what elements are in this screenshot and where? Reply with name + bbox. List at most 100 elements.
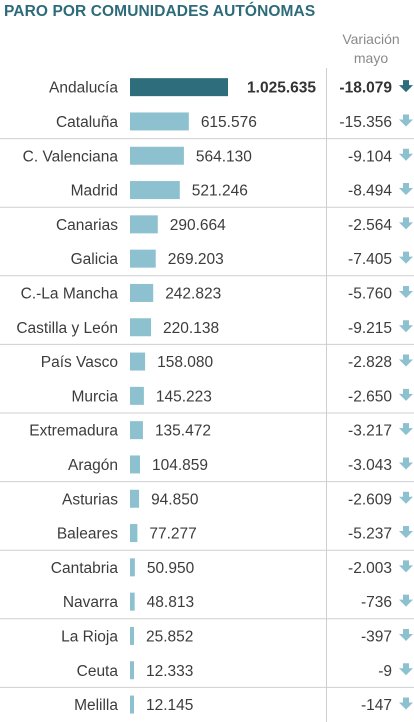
down-arrow-icon bbox=[399, 697, 413, 710]
bar bbox=[130, 318, 152, 337]
variation-label: -9.104 bbox=[348, 148, 392, 165]
value-label: 25.852 bbox=[146, 628, 193, 645]
variation-label: -3.217 bbox=[348, 423, 392, 440]
bar bbox=[130, 352, 146, 371]
category-label: C.-La Mancha bbox=[21, 285, 119, 302]
bar bbox=[130, 215, 158, 234]
down-arrow-icon bbox=[399, 457, 413, 470]
down-arrow-icon bbox=[399, 663, 413, 676]
value-label: 135.472 bbox=[155, 423, 211, 440]
value-label: 12.145 bbox=[146, 697, 193, 714]
value-label: 290.664 bbox=[170, 217, 226, 234]
variation-label: -18.079 bbox=[339, 80, 392, 97]
variation-label: -2.609 bbox=[348, 491, 392, 508]
bar bbox=[130, 283, 154, 302]
value-label: 269.203 bbox=[168, 251, 224, 268]
variation-label: -736 bbox=[361, 594, 392, 611]
down-arrow-icon bbox=[399, 285, 413, 298]
variation-column-divider bbox=[326, 68, 327, 722]
down-arrow-icon bbox=[399, 628, 413, 641]
category-label: La Rioja bbox=[61, 628, 118, 645]
bar bbox=[130, 626, 134, 645]
variation-header-line-2: mayo bbox=[353, 50, 389, 66]
bar bbox=[130, 386, 144, 405]
category-label: Asturias bbox=[62, 491, 118, 508]
variation-label: -8.494 bbox=[348, 183, 392, 200]
variation-label: -5.237 bbox=[348, 526, 392, 543]
variation-label: -2.564 bbox=[348, 217, 392, 234]
value-label: 77.277 bbox=[149, 526, 196, 543]
down-arrow-icon bbox=[399, 423, 413, 436]
down-arrow-icon bbox=[399, 560, 413, 573]
down-arrow-icon bbox=[399, 354, 413, 367]
value-label: 242.823 bbox=[165, 285, 221, 302]
variation-label: -9 bbox=[378, 663, 392, 680]
category-label: Andalucía bbox=[49, 80, 118, 97]
variation-label: -397 bbox=[361, 628, 392, 645]
category-label: Cataluña bbox=[56, 114, 118, 131]
down-arrow-icon bbox=[399, 526, 413, 539]
category-label: Extremadura bbox=[29, 423, 118, 440]
down-arrow-icon bbox=[399, 594, 413, 607]
variation-label: -7.405 bbox=[348, 251, 392, 268]
down-arrow-icon bbox=[399, 388, 413, 401]
bar bbox=[130, 695, 134, 714]
variation-label: -2.650 bbox=[348, 388, 392, 405]
value-label: 145.223 bbox=[156, 388, 212, 405]
down-arrow-icon bbox=[399, 114, 413, 127]
bar bbox=[130, 592, 135, 611]
variation-column-header: Variación mayo bbox=[328, 30, 414, 68]
category-label: Murcia bbox=[71, 388, 118, 405]
value-label: 521.246 bbox=[192, 183, 248, 200]
category-label: Canarias bbox=[56, 217, 118, 234]
down-arrow-icon bbox=[399, 217, 413, 230]
down-arrow-icon bbox=[399, 148, 413, 161]
bar bbox=[130, 489, 140, 508]
value-label: 220.138 bbox=[163, 320, 219, 337]
variation-label: -9.215 bbox=[348, 320, 392, 337]
category-label: Melilla bbox=[74, 697, 118, 714]
down-arrow-icon bbox=[399, 320, 413, 333]
category-label: Castilla y León bbox=[16, 320, 118, 337]
category-label: Galicia bbox=[71, 251, 119, 268]
value-label: 1.025.635 bbox=[247, 80, 316, 97]
variation-label: -147 bbox=[361, 697, 392, 714]
bar bbox=[130, 455, 141, 474]
value-label: 12.333 bbox=[146, 663, 193, 680]
value-label: 94.850 bbox=[151, 491, 199, 508]
value-label: 104.859 bbox=[152, 457, 208, 474]
variation-label: -2.003 bbox=[348, 560, 392, 577]
chart-title: PARO POR COMUNIDADES AUTÓNOMAS bbox=[4, 3, 316, 20]
bar bbox=[130, 558, 135, 577]
value-label: 564.130 bbox=[196, 148, 252, 165]
down-arrow-icon bbox=[399, 183, 413, 196]
variation-label: -5.760 bbox=[348, 285, 392, 302]
value-label: 48.813 bbox=[147, 594, 194, 611]
category-label: C. Valenciana bbox=[23, 148, 119, 165]
category-label: Madrid bbox=[71, 183, 118, 200]
category-label: País Vasco bbox=[41, 354, 118, 371]
bar bbox=[130, 421, 143, 440]
down-arrow-icon bbox=[399, 491, 413, 504]
bar bbox=[130, 661, 134, 680]
category-label: Navarra bbox=[63, 594, 119, 611]
down-arrow-icon bbox=[399, 80, 413, 93]
bar bbox=[130, 146, 184, 165]
variation-label: -2.828 bbox=[348, 354, 392, 371]
down-arrow-icon bbox=[399, 251, 413, 264]
category-label: Ceuta bbox=[77, 663, 119, 680]
value-label: 50.950 bbox=[147, 560, 195, 577]
value-label: 158.080 bbox=[157, 354, 213, 371]
variation-header-line-1: Variación bbox=[342, 31, 400, 47]
bar bbox=[130, 181, 180, 200]
category-label: Aragón bbox=[68, 457, 118, 474]
bar bbox=[130, 524, 138, 543]
category-label: Baleares bbox=[57, 526, 118, 543]
variation-label: -15.356 bbox=[339, 114, 392, 131]
bar bbox=[130, 78, 228, 97]
bar bbox=[130, 249, 156, 268]
category-label: Cantabria bbox=[51, 560, 119, 577]
bar bbox=[130, 112, 189, 131]
variation-label: -3.043 bbox=[348, 457, 392, 474]
